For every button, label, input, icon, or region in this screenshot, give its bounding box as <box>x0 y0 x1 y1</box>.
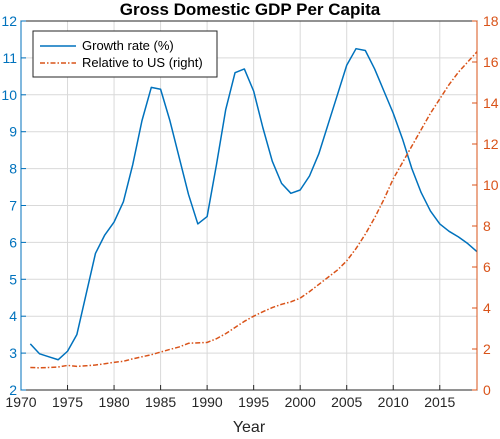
y-right-tick-label: 2 <box>483 341 491 357</box>
x-axis-label: Year <box>233 419 266 436</box>
y-left-tick-label: 12 <box>1 13 17 29</box>
chart-title: Gross Domestic GDP Per Capita <box>120 0 381 19</box>
x-tick-label: 1990 <box>192 394 223 410</box>
y-right-tick-label: 4 <box>483 300 491 316</box>
x-tick-label: 1985 <box>145 394 176 410</box>
y-right-tick-label: 6 <box>483 259 491 275</box>
y-left-tick-label: 8 <box>9 161 17 177</box>
y-left-tick-label: 2 <box>9 382 17 398</box>
legend-box <box>32 30 218 78</box>
x-tick-label: 1980 <box>98 394 129 410</box>
x-tick-label: 1975 <box>52 394 83 410</box>
x-axis: 1970 1975 1980 1985 1990 1995 2000 2005 2010 2015 <box>5 385 456 410</box>
y-left-tick-label: 4 <box>9 308 17 324</box>
y-right-tick-label: 14 <box>483 95 499 111</box>
y-right-tick-label: 8 <box>483 218 491 234</box>
y-left-tick-label: 9 <box>9 124 17 140</box>
grid <box>21 21 477 390</box>
legend-label-relative: Relative to US (right) <box>82 55 203 70</box>
y-left-tick-label: 7 <box>9 198 17 214</box>
y-axis-left: 2 3 4 5 6 7 8 9 10 11 12 <box>1 13 26 398</box>
y-left-tick-label: 11 <box>2 50 17 66</box>
y-right-tick-label: 0 <box>483 382 491 398</box>
x-tick-label: 1970 <box>5 394 36 410</box>
x-tick-label: 2010 <box>378 394 409 410</box>
legend-label-growth: Growth rate (%) <box>82 38 174 53</box>
y-right-tick-label: 18 <box>483 13 499 29</box>
x-tick-label: 2000 <box>285 394 316 410</box>
x-tick-label: 2005 <box>331 394 362 410</box>
x-tick-label: 2015 <box>424 394 455 410</box>
y-axis-right: 0 2 4 6 8 10 12 14 16 18 <box>472 13 499 398</box>
y-right-tick-label: 10 <box>483 177 499 193</box>
y-left-tick-label: 10 <box>1 87 17 103</box>
series-line-growth-rate <box>29 47 478 361</box>
legend: Growth rate (%) Relative to US (right) <box>32 30 218 78</box>
y-right-tick-label: 12 <box>483 136 499 152</box>
x-tick-label: 1995 <box>238 394 269 410</box>
plot-lines <box>29 47 478 369</box>
y-left-tick-label: 3 <box>9 345 17 361</box>
y-right-tick-label: 16 <box>483 54 499 70</box>
series-line-relative-to-us <box>30 51 478 369</box>
y-left-tick-label: 5 <box>9 271 17 287</box>
y-left-tick-label: 6 <box>9 234 17 250</box>
